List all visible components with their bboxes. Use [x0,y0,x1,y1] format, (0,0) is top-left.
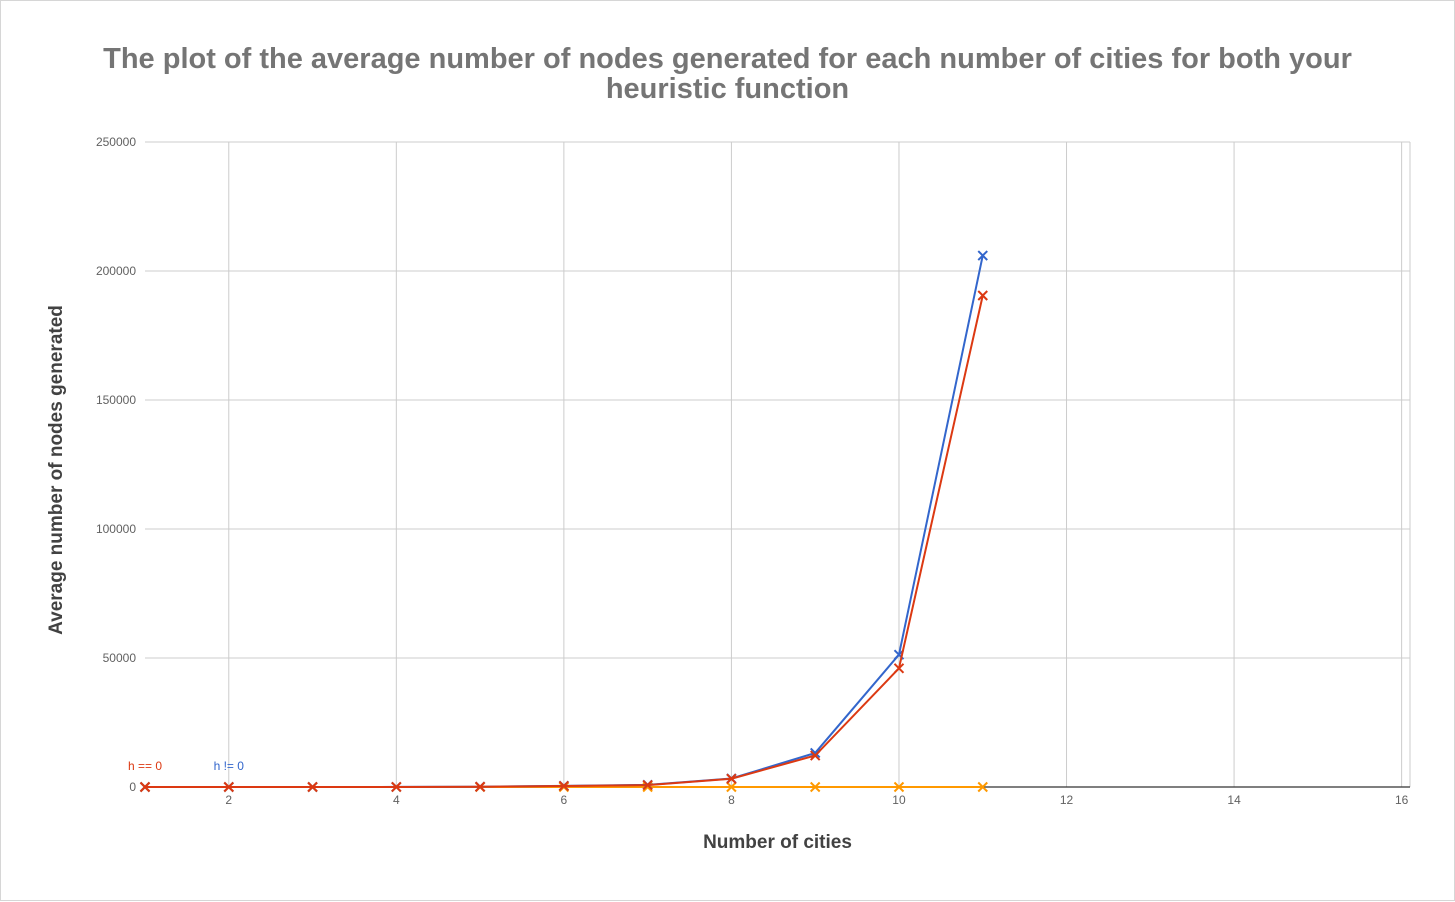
data-point-marker [893,663,905,674]
data-point-marker [558,780,570,792]
y-tick-label: 100000 [96,522,136,536]
y-tick-label: 250000 [96,135,136,149]
data-point-marker [977,250,988,261]
data-point-marker [977,781,988,793]
data-point-marker [809,750,821,761]
data-point-marker [642,779,653,791]
x-tick-label: 16 [1395,793,1409,807]
x-axis-label: Number of cities [703,832,852,853]
data-point-marker [893,781,905,793]
data-point-marker [307,781,318,793]
data-point-marker [977,290,988,301]
y-tick-label: 50000 [103,651,137,665]
chart-title: The plot of the average number of nodes … [103,43,1352,105]
annotation-label: h != 0 [214,759,245,773]
x-tick-label: 12 [1060,793,1074,807]
y-axis-label: Average number of nodes generated [46,305,67,635]
y-tick-label: 150000 [96,393,136,407]
data-point-marker [809,781,821,793]
x-tick-label: 8 [728,793,735,807]
x-tick-label: 2 [225,793,232,807]
annotation-label: h == 0 [128,759,162,773]
y-tick-label: 0 [129,780,136,794]
data-point-marker [726,773,737,784]
y-tick-label: 200000 [96,264,136,278]
x-tick-label: 10 [892,793,906,807]
data-point-marker [726,781,737,793]
x-tick-label: 6 [561,793,568,807]
data-point-marker [139,781,151,793]
x-tick-label: 4 [393,793,400,807]
x-tick-label: 14 [1227,793,1241,807]
data-point-marker [223,781,234,793]
data-point-marker [391,781,402,793]
data-point-marker [474,781,486,792]
